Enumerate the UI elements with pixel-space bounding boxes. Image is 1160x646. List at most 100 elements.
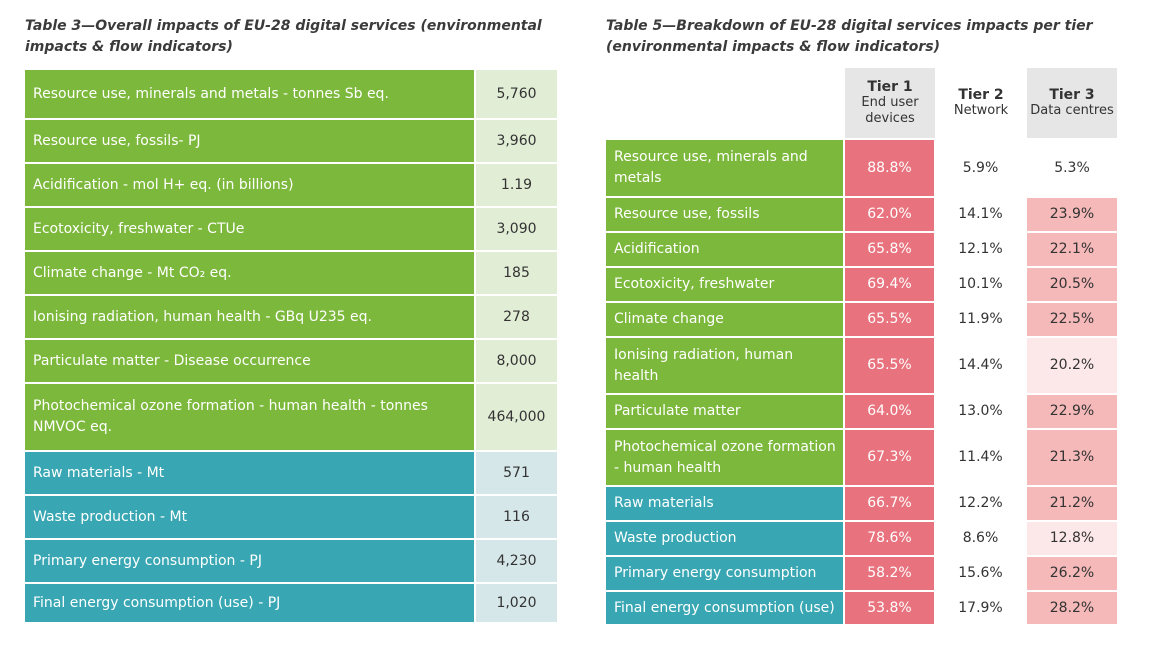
row-label-text: Ionising radiation, human health - GBq U…	[33, 308, 372, 325]
row-value-text: 5,760	[496, 85, 537, 102]
tier1-share: 78.6%	[845, 522, 934, 557]
row-label-text: Acidification - mol H+ eq. (in billions)	[33, 176, 294, 193]
row-label: Ecotoxicity, freshwater	[606, 268, 843, 303]
tier1-share-text: 67.3%	[867, 449, 912, 465]
row-value-text: 464,000	[487, 408, 546, 425]
tier1-share: 65.5%	[845, 338, 934, 395]
row-value: 5,760	[476, 70, 557, 120]
row-label: Acidification	[606, 233, 843, 268]
tier1-share-text: 65.5%	[867, 357, 912, 373]
tier2-share: 14.1%	[936, 198, 1025, 233]
row-label: Resource use, fossils	[606, 198, 843, 233]
tier2-share-text: 14.4%	[958, 357, 1003, 373]
tier-header: Tier 3 Data centres	[1027, 68, 1117, 138]
row-value: 8,000	[476, 340, 557, 384]
tier1-share: 67.3%	[845, 430, 934, 487]
tier2-share: 11.4%	[936, 430, 1025, 487]
tier2-share-text: 5.9%	[962, 159, 999, 176]
tier2-share: 12.1%	[936, 233, 1025, 268]
tier-name: Tier 3	[1049, 87, 1095, 103]
row-value: 1,020	[476, 584, 557, 624]
row-label-text: Particulate matter	[614, 403, 741, 419]
tier2-share: 15.6%	[936, 557, 1025, 592]
tier1-share-text: 58.2%	[867, 565, 912, 581]
row-label: Waste production - Mt	[25, 496, 474, 540]
tier2-share: 17.9%	[936, 592, 1025, 626]
tier2-share-text: 10.1%	[958, 276, 1003, 292]
row-value: 278	[476, 296, 557, 340]
row-value: 4,230	[476, 540, 557, 584]
row-label-text: Photochemical ozone formation - human he…	[614, 438, 836, 476]
tier3-share: 5.3%	[1027, 140, 1117, 198]
row-value: 3,960	[476, 120, 557, 164]
tier1-share-text: 64.0%	[867, 403, 912, 419]
table5-title: Table 5—Breakdown of EU-28 digital servi…	[606, 18, 1093, 55]
row-label-text: Climate change	[614, 311, 724, 327]
row-label-text: Resource use, minerals and metals	[614, 149, 808, 186]
tier1-share: 65.8%	[845, 233, 934, 268]
row-value-text: 1.19	[500, 176, 533, 193]
row-value-text: 185	[503, 264, 530, 281]
row-label: Photochemical ozone formation - human he…	[606, 430, 843, 487]
row-label-text: Resource use, fossils	[614, 206, 760, 222]
tier3-share-text: 20.5%	[1049, 276, 1095, 292]
tier1-share-text: 65.8%	[867, 241, 912, 257]
row-value-text: 3,960	[496, 132, 537, 149]
row-label: Acidification - mol H+ eq. (in billions)	[25, 164, 474, 208]
tier1-share: 53.8%	[845, 592, 934, 626]
tier2-share-text: 11.9%	[958, 311, 1003, 327]
row-value: 116	[476, 496, 557, 540]
row-value: 1.19	[476, 164, 557, 208]
row-label-text: Acidification	[614, 241, 700, 257]
tier3-share-text: 22.5%	[1049, 311, 1095, 327]
row-value-text: 8,000	[496, 352, 537, 369]
tier3-share-text: 5.3%	[1054, 159, 1090, 176]
tier2-share: 14.4%	[936, 338, 1025, 395]
tier2-share-text: 12.2%	[958, 495, 1003, 511]
row-label: Primary energy consumption	[606, 557, 843, 592]
tier3-share-text: 28.2%	[1049, 599, 1095, 616]
row-value-text: 116	[503, 508, 530, 525]
tier1-share: 65.5%	[845, 303, 934, 338]
row-label: Raw materials - Mt	[25, 452, 474, 496]
row-label: Resource use, minerals and metals	[606, 140, 843, 198]
tier3-share-text: 26.2%	[1049, 565, 1095, 581]
tier1-share-text: 62.0%	[867, 206, 912, 222]
tier3-share: 21.2%	[1027, 487, 1117, 522]
tier1-share: 62.0%	[845, 198, 934, 233]
row-label-text: Waste production - Mt	[33, 508, 188, 525]
tier2-share: 12.2%	[936, 487, 1025, 522]
tier2-share-text: 12.1%	[958, 241, 1003, 257]
row-label-text: Resource use, minerals and metals - tonn…	[33, 85, 389, 102]
tier-name: Tier 1	[867, 79, 913, 95]
tier3-share: 28.2%	[1027, 592, 1117, 626]
row-value: 571	[476, 452, 557, 496]
row-label-text: Final energy consumption (use)	[614, 599, 835, 616]
tier-header: Tier 1 End user devices	[845, 68, 935, 138]
tier-desc: Data centres	[1030, 103, 1114, 118]
tier2-share-text: 17.9%	[958, 599, 1003, 616]
tier3-share-text: 22.1%	[1049, 241, 1095, 257]
row-value-text: 278	[503, 308, 530, 325]
tier3-share: 21.3%	[1027, 430, 1117, 487]
row-label-text: Ecotoxicity, freshwater - CTUe	[33, 220, 245, 237]
tier1-share: 69.4%	[845, 268, 934, 303]
row-label: Final energy consumption (use)	[606, 592, 843, 626]
row-label-text: Particulate matter - Disease occurrence	[33, 352, 311, 369]
tier2-share-text: 14.1%	[958, 206, 1003, 222]
row-label-text: Primary energy consumption - PJ	[33, 552, 262, 569]
tier-desc: End user devices	[861, 95, 919, 126]
tier-name: Tier 2	[958, 87, 1004, 103]
row-label: Resource use, minerals and metals - tonn…	[25, 70, 474, 120]
tier2-share-text: 15.6%	[958, 565, 1003, 581]
row-label: Ecotoxicity, freshwater - CTUe	[25, 208, 474, 252]
row-value: 3,090	[476, 208, 557, 252]
tier2-share-text: 11.4%	[958, 449, 1003, 465]
row-label-text: Photochemical ozone formation - human he…	[33, 398, 428, 435]
tier1-share-text: 78.6%	[867, 530, 912, 546]
tier2-share: 8.6%	[936, 522, 1025, 557]
tier-header: Tier 2 Network	[936, 68, 1026, 138]
tier1-share-text: 66.7%	[867, 495, 912, 511]
tier1-share-text: 69.4%	[867, 276, 912, 292]
tier1-share: 58.2%	[845, 557, 934, 592]
